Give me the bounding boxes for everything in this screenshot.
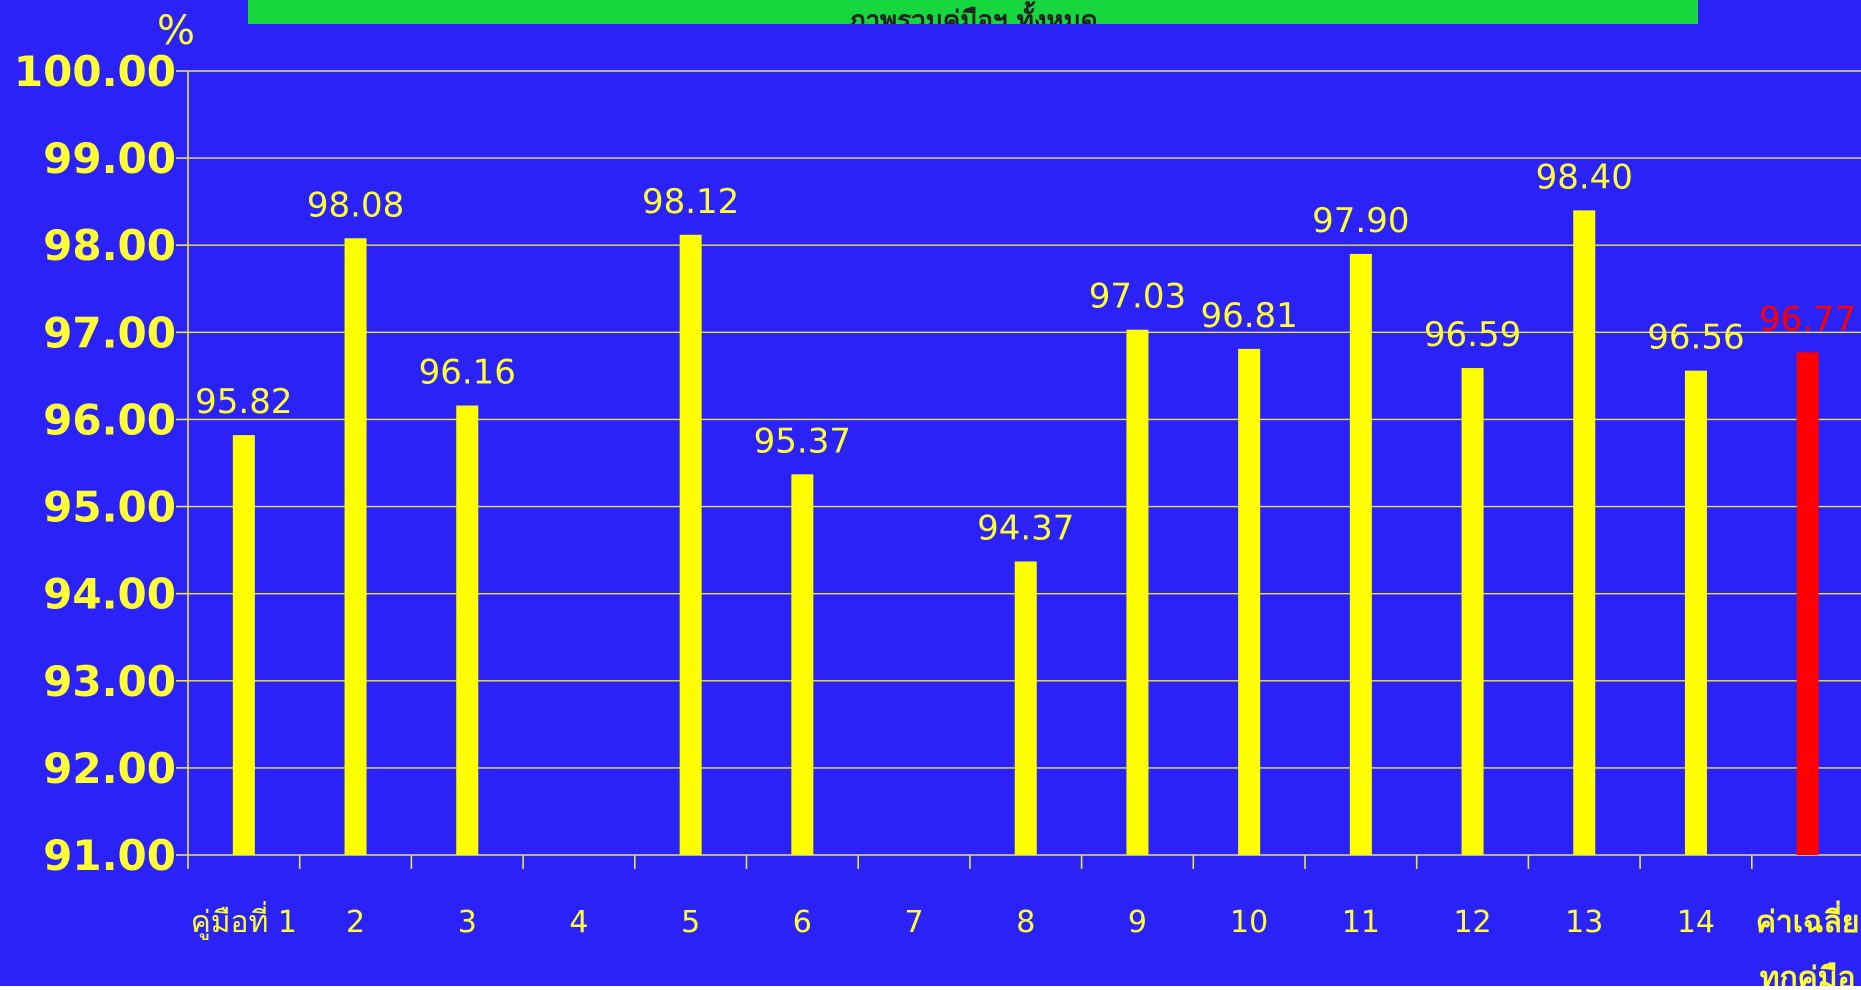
y-tick-label: 94.00 [43,570,176,619]
x-tick-label: ทุกคู่มือ [1760,961,1856,986]
bar [344,238,367,856]
y-tick-label: 95.00 [43,483,176,532]
title-banner: ภาพรวมคู่มือฯ ทั้งหมด [248,0,1698,24]
bar [1126,329,1149,856]
x-tick-label: 4 [569,905,588,940]
data-label: 97.90 [1312,201,1409,241]
y-tick-label: 99.00 [43,134,176,183]
bar [1238,348,1261,855]
x-tick-label: 2 [346,905,365,940]
bar [232,435,255,855]
bar [679,234,702,855]
data-label: 96.16 [419,353,516,393]
y-tick-label: 100.00 [14,47,176,96]
x-tick-label: 3 [458,905,477,940]
data-label: 96.81 [1200,296,1297,336]
x-tick-label: 12 [1453,905,1491,940]
data-label: 95.82 [195,382,292,422]
bar [1349,253,1372,855]
x-tick-label: 10 [1230,905,1268,940]
data-label: 95.37 [754,421,851,461]
average-data-label: 96.77 [1759,299,1856,339]
y-tick-label: 97.00 [43,308,176,357]
data-label: 98.40 [1536,157,1633,197]
x-tick-label: 14 [1677,905,1715,940]
bar [1573,210,1596,855]
bar [456,405,479,855]
x-tick-label: 5 [681,905,700,940]
bar [1461,368,1484,855]
y-axis-unit-label: % [157,8,195,54]
data-label: 96.56 [1647,318,1744,358]
x-tick-label: 11 [1342,905,1380,940]
data-label: 98.12 [642,182,739,222]
x-tick-label: 9 [1128,905,1147,940]
x-tick-label: 7 [905,905,924,940]
bar [1014,561,1037,855]
y-tick-label: 93.00 [43,657,176,706]
bar [1684,370,1707,855]
x-tick-label: ค่าเฉลี่ย [1756,900,1860,940]
data-label: 94.37 [977,508,1074,548]
y-tick-label: 96.00 [43,395,176,444]
average-bar [1796,352,1819,855]
y-tick-label: 98.00 [43,221,176,270]
x-tick-label: 6 [793,905,812,940]
x-tick-label: 8 [1016,905,1035,940]
y-tick-label: 92.00 [43,744,176,793]
y-tick-label: 91.00 [43,831,176,880]
data-label: 98.08 [307,185,404,225]
x-tick-label: 13 [1565,905,1603,940]
x-tick-label: คู่มือที่ 1 [191,901,297,940]
data-label: 96.59 [1424,315,1521,355]
data-label: 97.03 [1089,277,1186,317]
chart-title: ภาพรวมคู่มือฯ ทั้งหมด [848,6,1098,24]
bar [791,474,814,855]
